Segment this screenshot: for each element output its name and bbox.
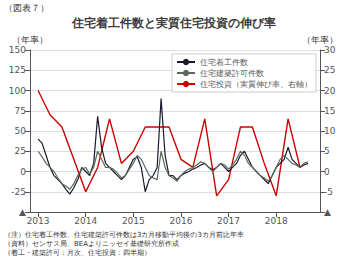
svg-text:2018: 2018 (265, 216, 288, 226)
svg-text:2015: 2015 (122, 216, 145, 226)
svg-text:5: 5 (324, 146, 330, 156)
svg-text:（図表７）: （図表７） (4, 3, 49, 13)
svg-text:-5: -5 (324, 187, 333, 197)
svg-text:住宅建築許可件数: 住宅建築許可件数 (200, 69, 264, 78)
svg-text:25: 25 (324, 65, 335, 75)
svg-text:（注）住宅着工件数、住宅建築許可件数は3カ月移動平均後の3カ: （注）住宅着工件数、住宅建築許可件数は3カ月移動平均後の3カ月前比年率 (4, 231, 244, 239)
svg-text:住宅投資（実質伸び率、右軸）: 住宅投資（実質伸び率、右軸） (200, 80, 312, 89)
svg-text:▲: ▲ (19, 207, 26, 217)
svg-text:（着工・建築許可：月次、住宅投資：四半期）: （着工・建築許可：月次、住宅投資：四半期） (4, 249, 151, 257)
svg-text:25: 25 (15, 146, 26, 156)
svg-text:0: 0 (324, 167, 330, 177)
svg-text:10: 10 (324, 126, 336, 136)
svg-text:150: 150 (9, 45, 26, 55)
svg-text:（年率）: （年率） (302, 35, 338, 45)
svg-text:100: 100 (9, 86, 26, 96)
svg-text:0: 0 (20, 167, 26, 177)
svg-text:2017: 2017 (217, 216, 240, 226)
svg-text:30: 30 (324, 45, 336, 55)
svg-text:住宅着工件数と実質住宅投資の伸び率: 住宅着工件数と実質住宅投資の伸び率 (71, 16, 276, 30)
svg-text:50: 50 (15, 126, 27, 136)
svg-text:住宅着工件数: 住宅着工件数 (200, 58, 248, 67)
svg-text:（資料）センサス局、BEAよりニッセイ基礎研究所作成: （資料）センサス局、BEAよりニッセイ基礎研究所作成 (4, 240, 179, 248)
svg-text:▲: ▲ (324, 207, 331, 217)
svg-text:20: 20 (324, 86, 336, 96)
svg-text:2013: 2013 (27, 216, 50, 226)
svg-text:2016: 2016 (169, 216, 192, 226)
svg-text:2014: 2014 (74, 216, 97, 226)
svg-text:15: 15 (324, 106, 335, 116)
svg-text:125: 125 (9, 65, 26, 75)
svg-text:-25: -25 (11, 187, 26, 197)
svg-text:75: 75 (15, 106, 26, 116)
svg-text:（年率）: （年率） (12, 35, 48, 45)
